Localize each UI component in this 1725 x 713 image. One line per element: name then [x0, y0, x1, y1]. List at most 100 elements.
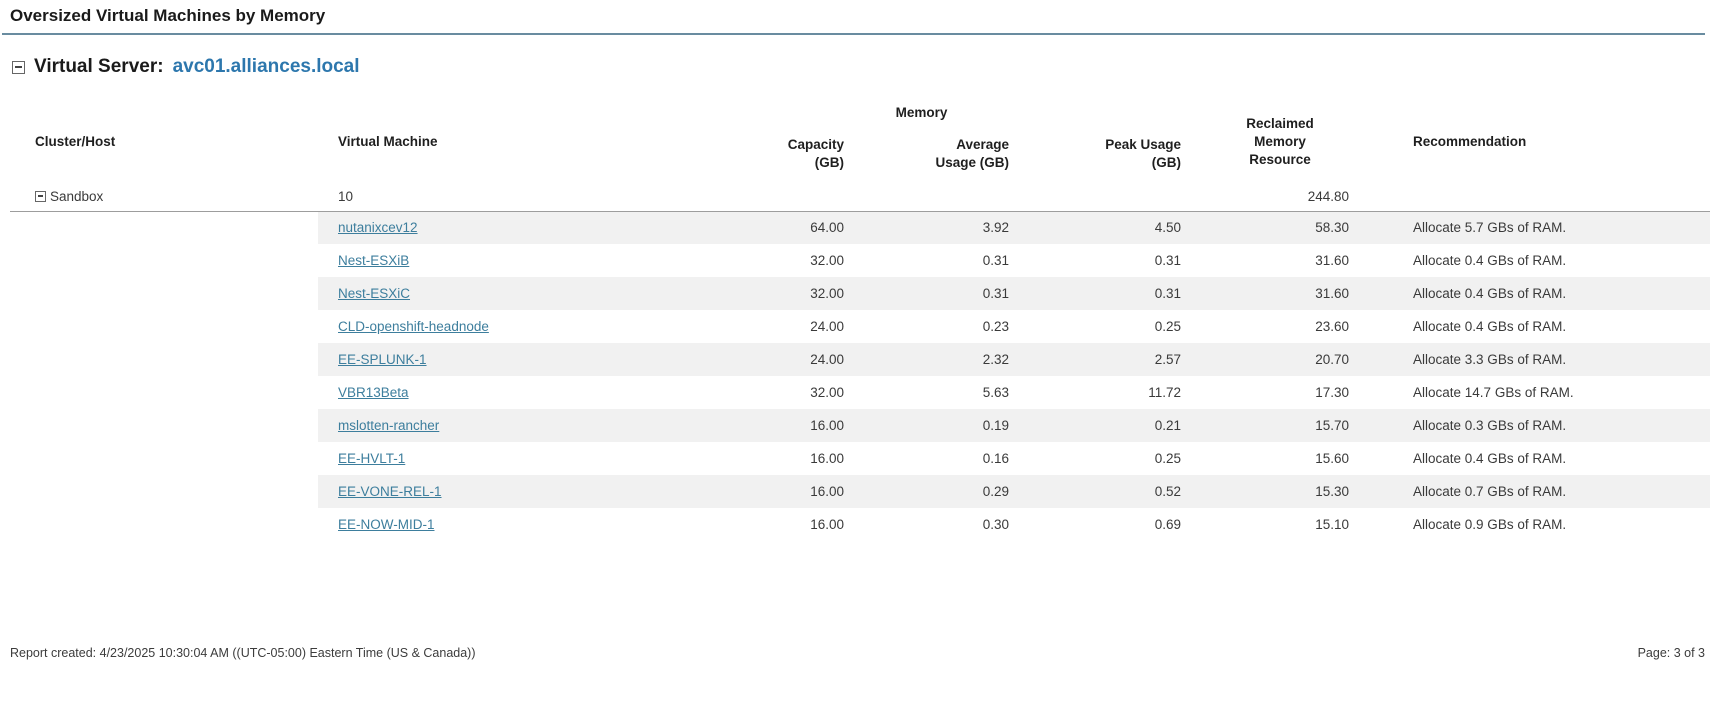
recommendation-cell: Allocate 0.3 GBs of RAM.: [1405, 409, 1710, 442]
recommendation-cell: Allocate 0.9 GBs of RAM.: [1405, 508, 1710, 541]
vm-link[interactable]: Nest-ESXiB: [338, 253, 409, 268]
header-line: Resource: [1185, 151, 1375, 169]
page-title: Oversized Virtual Machines by Memory: [10, 6, 325, 26]
peak-usage-cell: 0.25: [1013, 310, 1185, 343]
capacity-cell: 64.00: [658, 211, 848, 244]
table-row: mslotten-rancher 16.00 0.19 0.21 15.70 A…: [10, 409, 1710, 442]
recommendation-cell: Allocate 0.4 GBs of RAM.: [1405, 310, 1710, 343]
avg-usage-cell: 0.31: [848, 277, 1013, 310]
recommendation-cell: Allocate 0.4 GBs of RAM.: [1405, 277, 1710, 310]
col-header-cluster-host: Cluster/Host: [10, 102, 318, 182]
vm-link[interactable]: EE-HVLT-1: [338, 451, 405, 466]
vm-link[interactable]: EE-SPLUNK-1: [338, 352, 427, 367]
avg-usage-cell: 2.32: [848, 343, 1013, 376]
cluster-group-row: Sandbox 10 244.80: [10, 182, 1710, 211]
recommendation-cell: Allocate 0.4 GBs of RAM.: [1405, 244, 1710, 277]
cluster-cell: Sandbox: [10, 182, 318, 211]
col-header-reclaimed-memory-resource: Reclaimed Memory Resource: [1185, 102, 1405, 182]
col-header-virtual-machine: Virtual Machine: [318, 102, 658, 182]
table-row: EE-VONE-REL-1 16.00 0.29 0.52 15.30 Allo…: [10, 475, 1710, 508]
peak-usage-cell: 11.72: [1013, 376, 1185, 409]
virtual-server-label: Virtual Server:: [34, 56, 164, 78]
reclaimed-cell: 23.60: [1185, 310, 1405, 343]
vm-link[interactable]: VBR13Beta: [338, 385, 409, 400]
capacity-cell: 32.00: [658, 244, 848, 277]
reclaimed-cell: 20.70: [1185, 343, 1405, 376]
oversized-vm-table: Cluster/Host Virtual Machine Memory Recl…: [10, 102, 1710, 541]
col-header-average-usage: Average Usage (GB): [848, 126, 1013, 182]
header-line: Memory: [1185, 133, 1375, 151]
vm-count: 10: [318, 182, 658, 211]
collapse-icon[interactable]: [12, 61, 25, 74]
col-header-recommendation: Recommendation: [1405, 102, 1710, 182]
peak-usage-cell: 0.21: [1013, 409, 1185, 442]
col-group-header-memory: Memory: [658, 102, 1185, 126]
avg-usage-cell: 0.29: [848, 475, 1013, 508]
title-divider: [2, 33, 1705, 35]
peak-usage-cell: 0.52: [1013, 475, 1185, 508]
col-header-peak-usage: Peak Usage (GB): [1013, 126, 1185, 182]
reclaimed-cell: 17.30: [1185, 376, 1405, 409]
capacity-cell: 32.00: [658, 277, 848, 310]
vm-link[interactable]: EE-NOW-MID-1: [338, 517, 435, 532]
reclaimed-cell: 58.30: [1185, 211, 1405, 244]
recommendation-cell: Allocate 0.7 GBs of RAM.: [1405, 475, 1710, 508]
capacity-cell: 16.00: [658, 475, 848, 508]
table-row: Nest-ESXiB 32.00 0.31 0.31 31.60 Allocat…: [10, 244, 1710, 277]
reclaimed-cell: 15.30: [1185, 475, 1405, 508]
header-line: Peak Usage: [1013, 136, 1181, 154]
header-line: (GB): [658, 154, 844, 172]
header-line: (GB): [1013, 154, 1181, 172]
table-row: EE-HVLT-1 16.00 0.16 0.25 15.60 Allocate…: [10, 442, 1710, 475]
reclaimed-cell: 15.70: [1185, 409, 1405, 442]
peak-usage-cell: 4.50: [1013, 211, 1185, 244]
peak-usage-cell: 0.25: [1013, 442, 1185, 475]
table-row: EE-NOW-MID-1 16.00 0.30 0.69 15.10 Alloc…: [10, 508, 1710, 541]
vm-link[interactable]: Nest-ESXiC: [338, 286, 410, 301]
virtual-server-section: Virtual Server: avc01.alliances.local: [12, 56, 360, 78]
avg-usage-cell: 0.16: [848, 442, 1013, 475]
recommendation-cell: Allocate 3.3 GBs of RAM.: [1405, 343, 1710, 376]
peak-usage-cell: 0.31: [1013, 277, 1185, 310]
peak-usage-cell: 0.69: [1013, 508, 1185, 541]
table-row: nutanixcev12 64.00 3.92 4.50 58.30 Alloc…: [10, 211, 1710, 244]
avg-usage-cell: 5.63: [848, 376, 1013, 409]
vm-link[interactable]: CLD-openshift-headnode: [338, 319, 489, 334]
col-header-capacity: Capacity (GB): [658, 126, 848, 182]
capacity-cell: 16.00: [658, 442, 848, 475]
cluster-name: Sandbox: [50, 189, 103, 204]
recommendation-cell: Allocate 0.4 GBs of RAM.: [1405, 442, 1710, 475]
header-line: Usage (GB): [848, 154, 1009, 172]
page-number: Page: 3 of 3: [1638, 646, 1705, 660]
avg-usage-cell: 0.31: [848, 244, 1013, 277]
reclaimed-cell: 31.60: [1185, 277, 1405, 310]
header-line: Capacity: [658, 136, 844, 154]
header-line: Average: [848, 136, 1009, 154]
avg-usage-cell: 0.23: [848, 310, 1013, 343]
capacity-cell: 32.00: [658, 376, 848, 409]
table-row: VBR13Beta 32.00 5.63 11.72 17.30 Allocat…: [10, 376, 1710, 409]
collapse-icon[interactable]: [35, 191, 46, 202]
recommendation-cell: Allocate 5.7 GBs of RAM.: [1405, 211, 1710, 244]
table-row: EE-SPLUNK-1 24.00 2.32 2.57 20.70 Alloca…: [10, 343, 1710, 376]
capacity-cell: 24.00: [658, 343, 848, 376]
peak-usage-cell: 2.57: [1013, 343, 1185, 376]
table-row: Nest-ESXiC 32.00 0.31 0.31 31.60 Allocat…: [10, 277, 1710, 310]
capacity-cell: 16.00: [658, 409, 848, 442]
recommendation-cell: Allocate 14.7 GBs of RAM.: [1405, 376, 1710, 409]
header-line: Reclaimed: [1185, 115, 1375, 133]
reclaimed-cell: 15.60: [1185, 442, 1405, 475]
reclaimed-total: 244.80: [1185, 182, 1405, 211]
avg-usage-cell: 3.92: [848, 211, 1013, 244]
vm-link[interactable]: mslotten-rancher: [338, 418, 439, 433]
reclaimed-cell: 15.10: [1185, 508, 1405, 541]
capacity-cell: 24.00: [658, 310, 848, 343]
report-created-text: Report created: 4/23/2025 10:30:04 AM ((…: [10, 646, 476, 660]
avg-usage-cell: 0.30: [848, 508, 1013, 541]
vm-link[interactable]: EE-VONE-REL-1: [338, 484, 442, 499]
virtual-server-name: avc01.alliances.local: [173, 56, 360, 78]
reclaimed-cell: 31.60: [1185, 244, 1405, 277]
avg-usage-cell: 0.19: [848, 409, 1013, 442]
vm-link[interactable]: nutanixcev12: [338, 220, 418, 235]
peak-usage-cell: 0.31: [1013, 244, 1185, 277]
